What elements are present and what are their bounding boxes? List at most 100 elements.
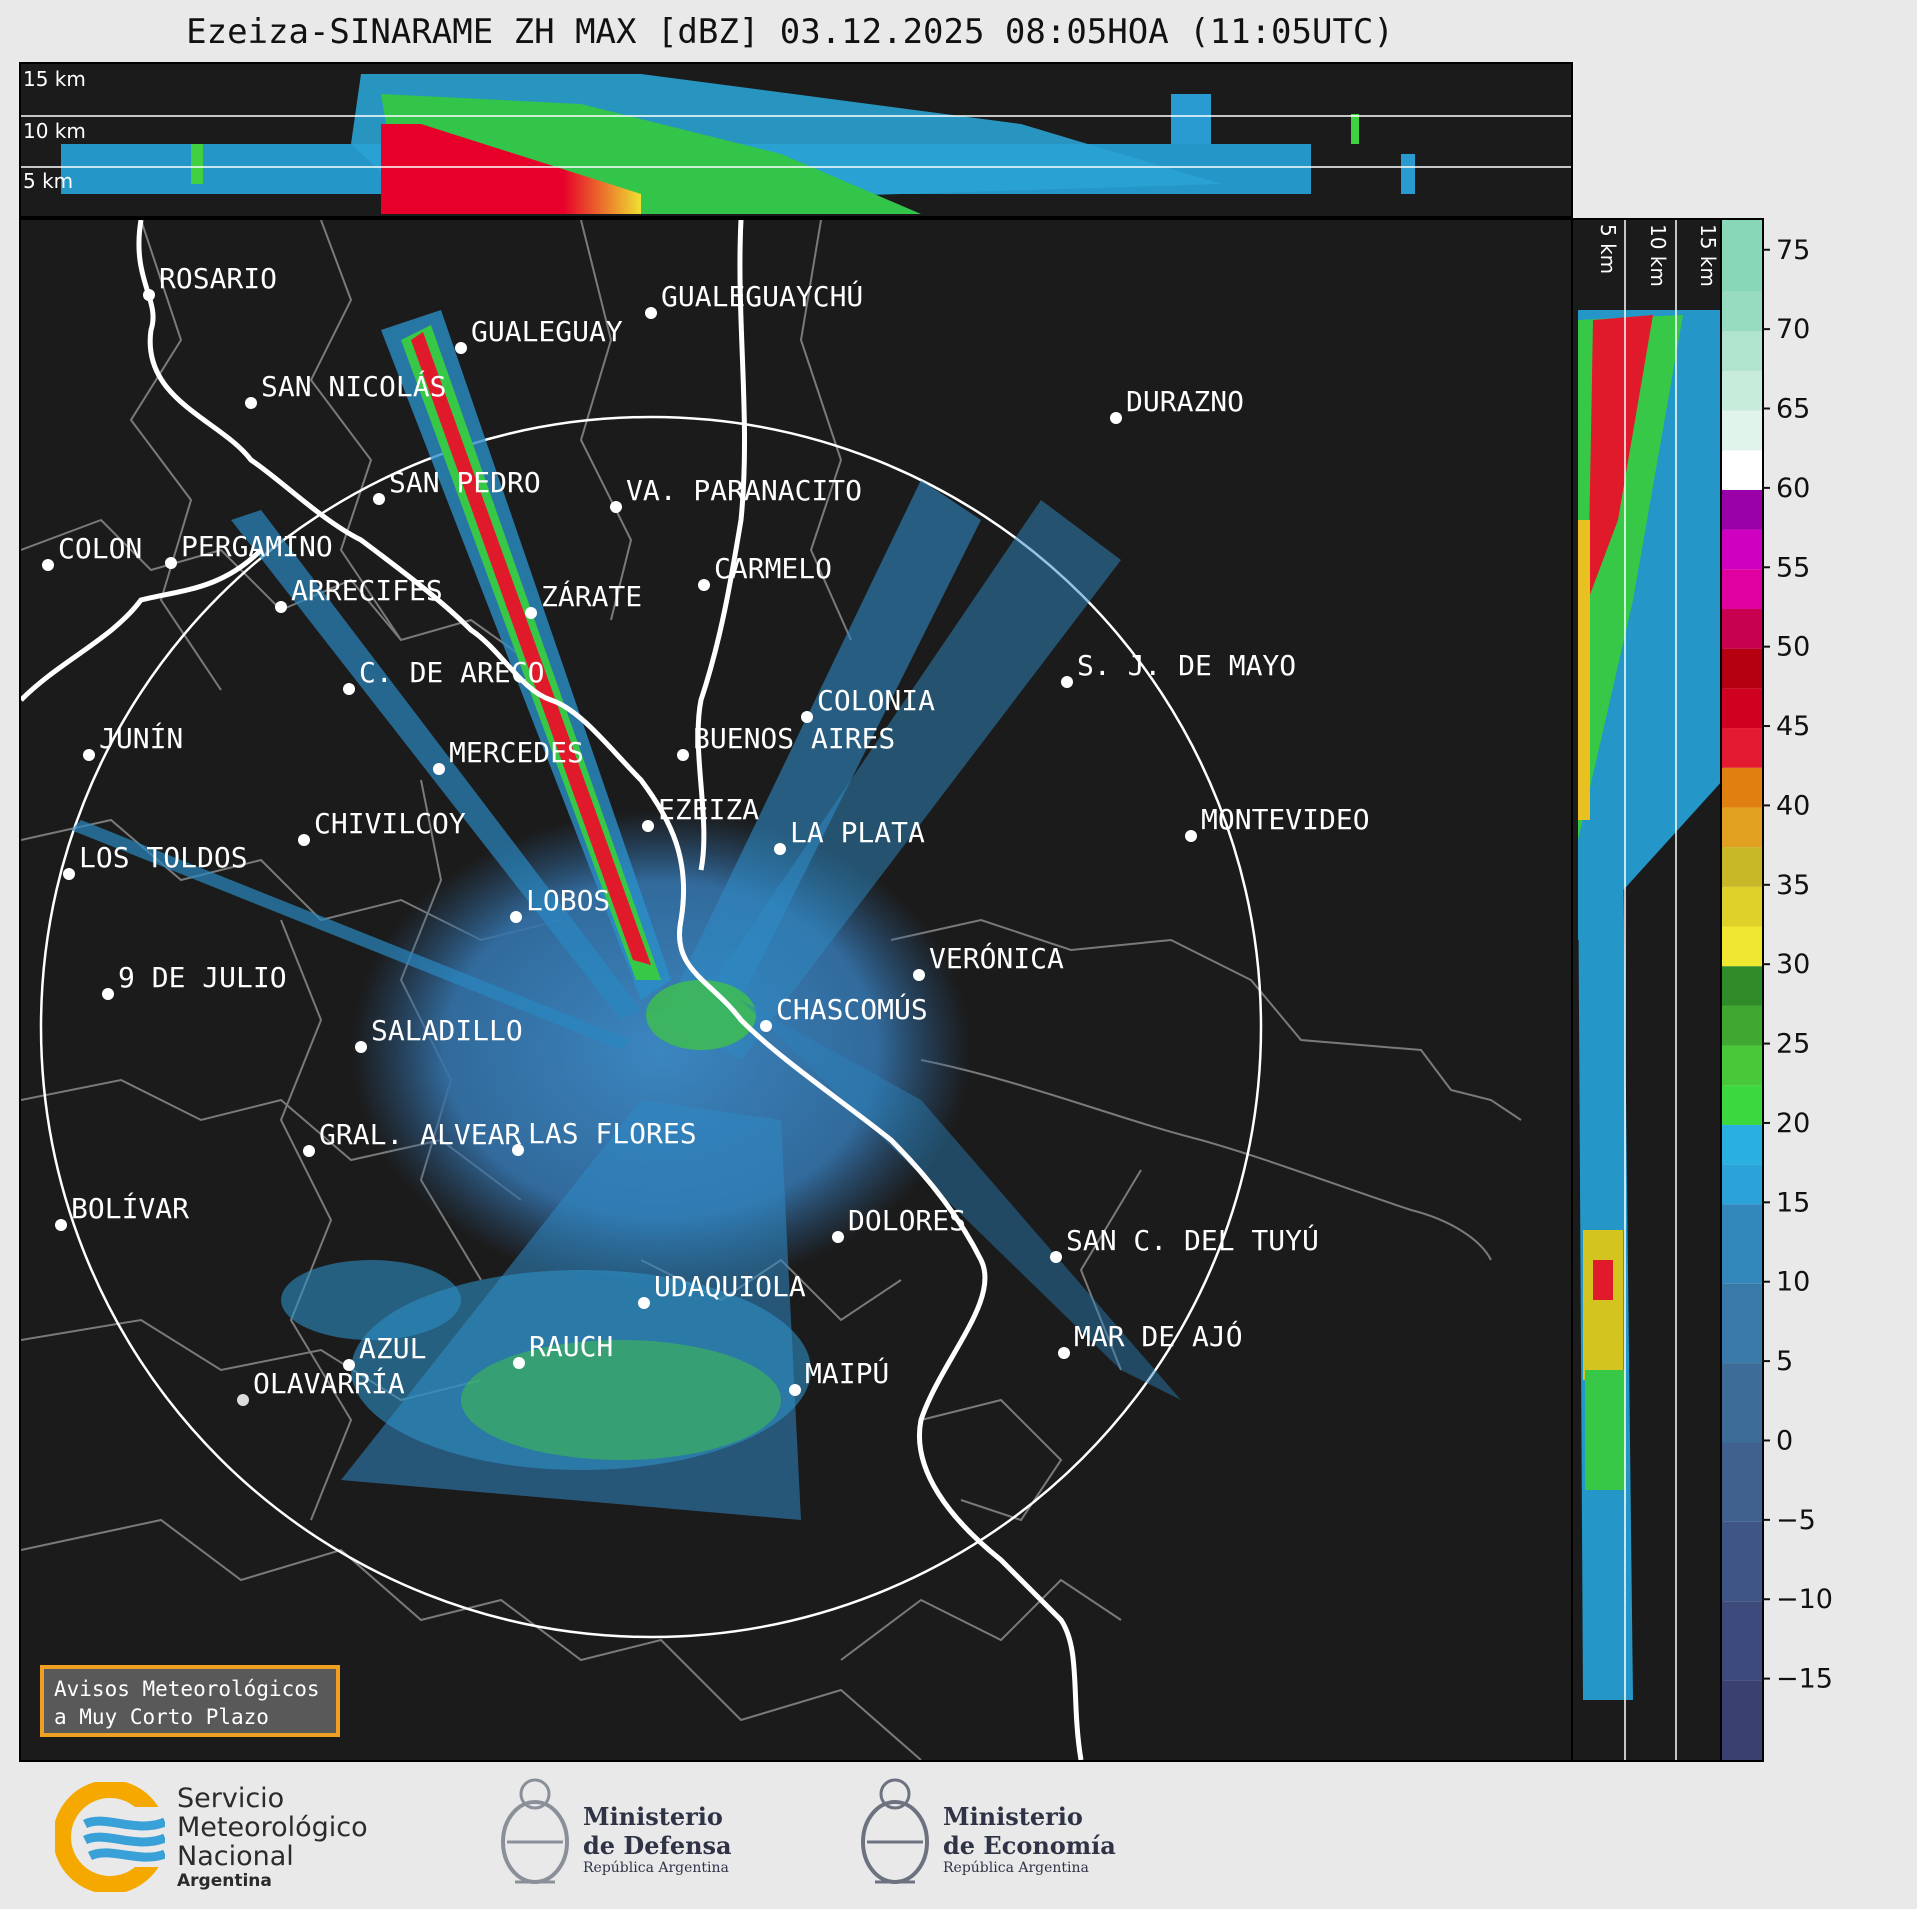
colorbar-band (1722, 370, 1762, 411)
colorbar-band (1722, 569, 1762, 609)
city-label: BOLÍVAR (71, 1191, 189, 1225)
city-label: OLAVARRÍA (253, 1366, 405, 1400)
colorbar-band (1722, 926, 1762, 967)
colorbar-tick-label: 5 (1776, 1346, 1793, 1377)
radar-map-panel[interactable]: ROSARIO GUALEGUAYCHÚ GUALEGUAY SAN NICOL… (19, 218, 1573, 1762)
colorbar-band (1722, 608, 1762, 649)
city-label: COLON (58, 532, 142, 565)
colorbar-band (1722, 1164, 1762, 1205)
city-label: MAR DE AJÓ (1074, 1319, 1243, 1353)
top-echo-cell (1171, 94, 1211, 144)
city-label: MERCEDES (449, 736, 584, 769)
city-dot (913, 969, 925, 981)
city-dot (55, 1219, 67, 1231)
city-label: MONTEVIDEO (1201, 803, 1370, 836)
colorbar-band (1722, 450, 1762, 490)
top-echo-cell (1351, 114, 1359, 144)
city-label: RAUCH (529, 1330, 613, 1363)
colorbar-band (1722, 1442, 1762, 1522)
colorbar-band (1722, 886, 1762, 927)
colorbar-band (1722, 1204, 1762, 1284)
colorbar-tick-label: 60 (1776, 473, 1810, 504)
city-dot (343, 1359, 355, 1371)
city-label: ARRECIFES (291, 574, 443, 607)
city-dot (789, 1384, 801, 1396)
top-cross-section: 15 km 10 km 5 km (21, 67, 1571, 214)
colorbar-tick-label: 20 (1776, 1108, 1810, 1139)
city-dot (355, 1041, 367, 1053)
colorbar-tick-label: 10 (1776, 1267, 1810, 1298)
colorbar-band (1722, 807, 1762, 848)
city-dot (512, 1144, 524, 1156)
city-dot (525, 607, 537, 619)
colorbar-tick-label: 30 (1776, 949, 1810, 980)
city-markers: ROSARIO GUALEGUAYCHÚ GUALEGUAY SAN NICOL… (42, 262, 1370, 1406)
city-label: MAIPÚ (805, 1356, 889, 1390)
colorbar-band (1722, 966, 1762, 1006)
city-dot (245, 397, 257, 409)
city-label: GUALEGUAY (471, 315, 623, 348)
smn-line4: Argentina (177, 1871, 272, 1891)
city-label: COLONIA (817, 684, 935, 717)
side-echo-lower-cell (1583, 1230, 1623, 1380)
city-dot (677, 749, 689, 761)
colorbar-tick-label: 40 (1776, 790, 1810, 821)
city-dot (83, 749, 95, 761)
city-label: BUENOS AIRES (693, 722, 895, 755)
side-echo-yellow (1578, 520, 1590, 820)
colorbar-tick-label: −5 (1776, 1505, 1816, 1536)
city-label: LA PLATA (790, 816, 925, 849)
colorbar-band (1722, 331, 1762, 371)
defensa-logo: Ministerio de Defensa República Argentin… (495, 1772, 755, 1897)
colorbar-band (1722, 489, 1762, 530)
city-dot (760, 1020, 772, 1032)
smn-logo: Servicio Meteorológico Nacional Argentin… (55, 1782, 395, 1892)
city-dot (1058, 1347, 1070, 1359)
city-label: SAN C. DEL TUYÚ (1066, 1223, 1319, 1257)
colorbar-band (1722, 1363, 1762, 1443)
defensa-line3: República Argentina (583, 1860, 729, 1876)
city-dot (1185, 830, 1197, 842)
colorbar (1720, 218, 1764, 1762)
colorbar-band (1722, 529, 1762, 570)
city-label: CHASCOMÚS (776, 992, 928, 1026)
colorbar-band (1722, 220, 1762, 292)
city-dot (343, 683, 355, 695)
colorbar-tick-label: 65 (1776, 394, 1810, 425)
colorbar-tick-label: 55 (1776, 552, 1810, 583)
city-label: VA. PARANACITO (626, 474, 862, 507)
colorbar-band (1722, 291, 1762, 332)
city-label: AZUL (359, 1332, 426, 1365)
city-dot (63, 868, 75, 880)
city-label: VERÓNICA (929, 941, 1064, 975)
side-echo-lower-core (1593, 1260, 1613, 1300)
city-label: SALADILLO (371, 1014, 523, 1047)
colorbar-band (1722, 1601, 1762, 1681)
city-label: SAN NICOLÁS (261, 369, 446, 403)
city-dot (510, 911, 522, 923)
city-dot (801, 711, 813, 723)
colorbar-band (1722, 1283, 1762, 1364)
city-label: JUNÍN (99, 721, 183, 755)
colorbar-tick-label: 50 (1776, 632, 1810, 663)
city-dot (298, 834, 310, 846)
side-cross-section-panel: 5 km 10 km 15 km (1571, 218, 1723, 1762)
smn-line3: Nacional (177, 1841, 294, 1872)
city-dot (42, 559, 54, 571)
avisos-box[interactable]: Avisos Meteorológicos a Muy Corto Plazo (40, 1665, 340, 1737)
range-ring (39, 415, 1263, 1639)
colorbar-band (1722, 648, 1762, 689)
smn-logo-icon (55, 1782, 165, 1892)
colorbar-tick-label: 35 (1776, 870, 1810, 901)
top-echo-core (381, 124, 641, 214)
city-label: CHIVILCOY (314, 807, 466, 840)
city-dot (513, 1357, 525, 1369)
city-label: LAS FLORES (528, 1117, 697, 1150)
top-echo-cell (1401, 154, 1415, 194)
colorbar-band (1722, 1005, 1762, 1046)
colorbar-band (1722, 728, 1762, 768)
colorbar-band (1722, 1124, 1762, 1165)
smn-line1: Servicio (177, 1783, 285, 1814)
colorbar-tick-label: 70 (1776, 314, 1810, 345)
radar-map: ROSARIO GUALEGUAYCHÚ GUALEGUAY SAN NICOL… (21, 220, 1522, 1760)
